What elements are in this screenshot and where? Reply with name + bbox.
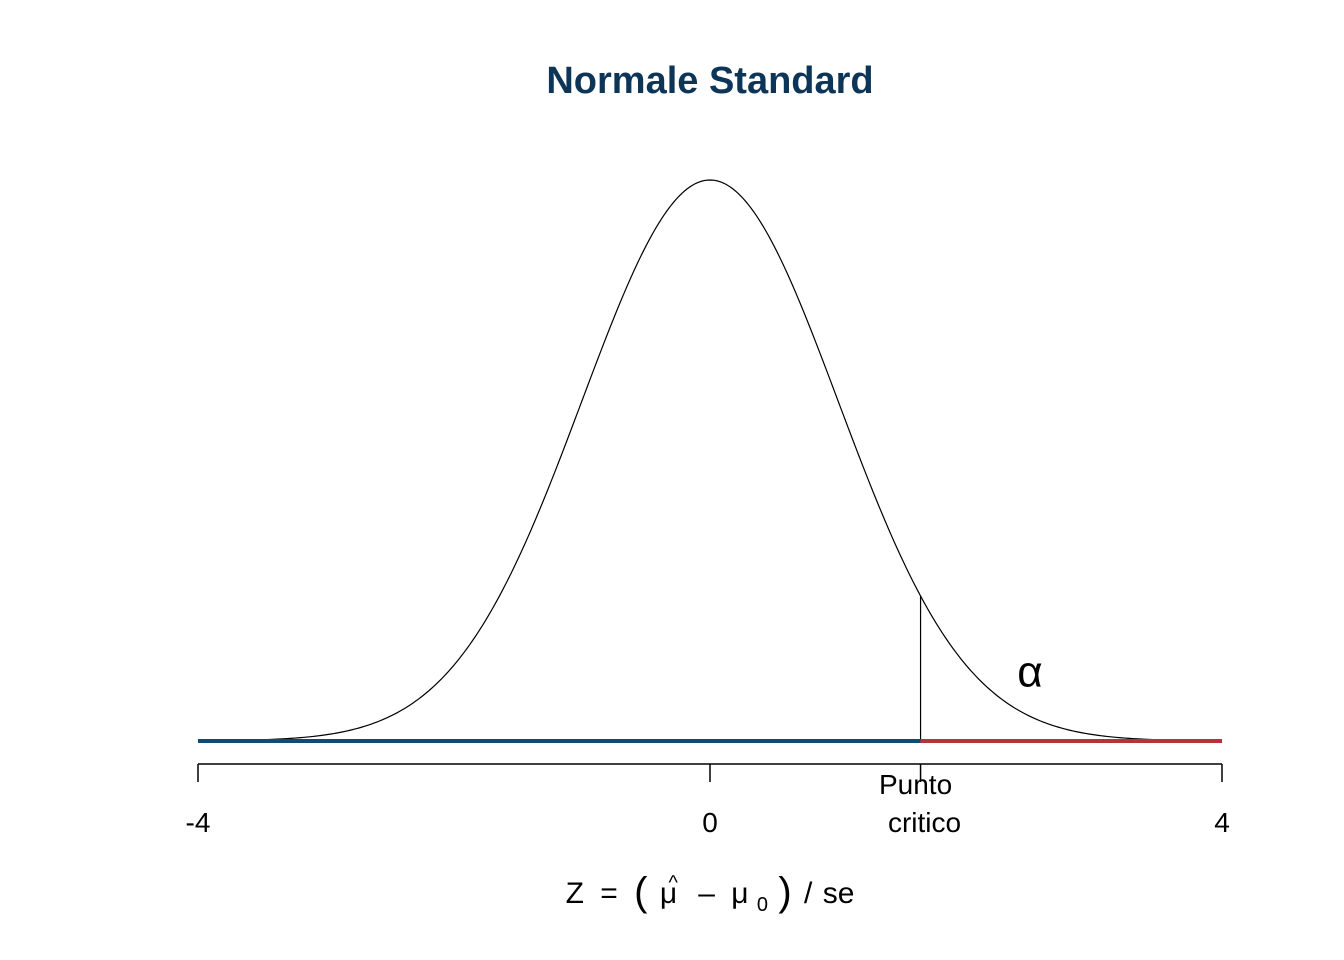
x-axis-title-rparen: ) — [778, 870, 791, 914]
plot-area: -4 0 Punto critico 4 — [186, 179, 1230, 838]
x-tick-label-1: 0 — [702, 807, 718, 838]
chart-title: Normale Standard — [546, 60, 873, 102]
x-tick-label-2-line-0: Punto — [879, 769, 952, 800]
x-axis-title-minus: – — [698, 877, 715, 910]
density-curve — [197, 179, 1223, 742]
x-tick-label-0: -4 — [186, 807, 211, 838]
alpha-annotation: α — [1017, 648, 1042, 697]
x-axis-title-eq: = — [600, 877, 618, 910]
x-axis-title-slash: / — [804, 877, 813, 910]
x-axis-title-mu-hat: μ — [660, 877, 677, 910]
x-tick-label-3: 4 — [1214, 807, 1230, 838]
x-axis-title-hat: ^ — [668, 872, 678, 894]
x-axis-title: Z = ( μ ^ – μ 0 ) / se — [566, 863, 855, 918]
x-tick-label-2-line-1: critico — [888, 807, 961, 838]
x-axis-title-se: se — [823, 877, 855, 910]
x-axis-title-lhs: Z — [566, 877, 584, 910]
x-axis-title-lparen: ( — [634, 870, 648, 914]
x-axis-title-mu0: μ — [731, 877, 748, 910]
x-axis-title-sub: 0 — [757, 894, 768, 916]
